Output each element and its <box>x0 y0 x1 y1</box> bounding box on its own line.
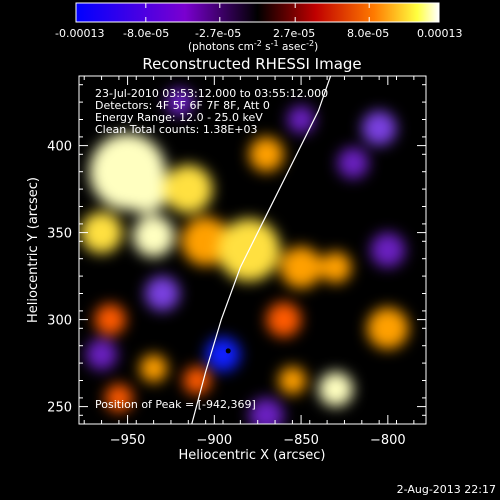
colorbar-tick-label: 8.0e-05 <box>347 27 389 40</box>
y-axis-label: Heliocentric Y (arcsec) <box>26 177 41 323</box>
heat-blob <box>105 384 133 412</box>
y-tick-label: 300 <box>47 314 72 329</box>
info-total-counts: Clean Total counts: 1.38E+03 <box>95 123 258 136</box>
x-tick-label: −850 <box>283 433 319 448</box>
colorbar: -0.00013 -8.0e-05 -2.7e-05 2.7e-05 8.0e-… <box>55 2 463 53</box>
solar-limb-curve <box>191 76 332 424</box>
colorbar-tick-label: -8.0e-05 <box>123 27 169 40</box>
heat-blob <box>85 338 118 371</box>
axis-ticks <box>79 76 426 424</box>
heat-blob <box>94 303 126 336</box>
y-tick-label: 400 <box>47 140 72 155</box>
heat-blob <box>278 366 307 395</box>
heat-blob <box>361 110 397 146</box>
heat-blob <box>318 371 354 407</box>
y-tick-label: 350 <box>47 227 72 242</box>
heatmap <box>79 76 426 424</box>
info-time-range: 23-Jul-2010 03:53:12.000 to 03:55:12.000 <box>95 87 328 100</box>
heat-blob <box>249 136 284 172</box>
heat-blob <box>370 232 406 268</box>
colorbar-tick-label: -2.7e-05 <box>195 27 241 40</box>
heat-blob <box>164 164 213 214</box>
colorbar-tick-label: 2.7e-05 <box>273 27 315 40</box>
heat-blob <box>249 397 284 424</box>
heat-blob <box>280 246 322 289</box>
heat-blob <box>337 147 369 179</box>
heat-blob <box>183 366 211 395</box>
info-detectors: Detectors: 4F 5F 6F 7F 8F, Att 0 <box>95 99 270 112</box>
x-tick-label: −800 <box>370 433 406 448</box>
heat-blob <box>80 211 123 254</box>
y-tick-label: 250 <box>47 401 72 416</box>
heat-blob <box>320 251 352 284</box>
colorbar-unit-label: (photons cm-2 s-1 asec-2) <box>188 39 318 53</box>
colorbar-tick-label: 0.00013 <box>417 27 463 40</box>
observation-info: 23-Jul-2010 03:53:12.000 to 03:55:12.000… <box>95 87 328 136</box>
x-axis-label: Heliocentric X (arcsec) <box>179 448 326 463</box>
heat-blob <box>132 215 175 257</box>
x-tick-label: −900 <box>196 433 232 448</box>
heat-blob <box>144 276 180 311</box>
heat-blob <box>205 337 241 372</box>
peak-position-label: Position of Peak = [-942,369] <box>95 398 256 411</box>
heat-blob <box>165 88 194 116</box>
timestamp: 2-Aug-2013 22:17 <box>397 483 496 496</box>
info-energy-range: Energy Range: 12.0 - 25.0 keV <box>95 111 263 124</box>
plot-frame <box>78 75 427 425</box>
heat-blob <box>139 354 168 383</box>
peak-marker <box>225 348 231 354</box>
heat-blob <box>266 302 302 337</box>
heat-blob <box>181 217 230 266</box>
heat-blob <box>287 105 315 134</box>
heat-blob <box>367 307 409 350</box>
chart-title: Reconstructed RHESSI Image <box>142 55 361 73</box>
x-tick-label: −950 <box>110 433 146 448</box>
colorbar-gradient <box>75 2 440 23</box>
colorbar-tick-label: -0.00013 <box>55 27 104 40</box>
heat-blob <box>120 164 170 214</box>
